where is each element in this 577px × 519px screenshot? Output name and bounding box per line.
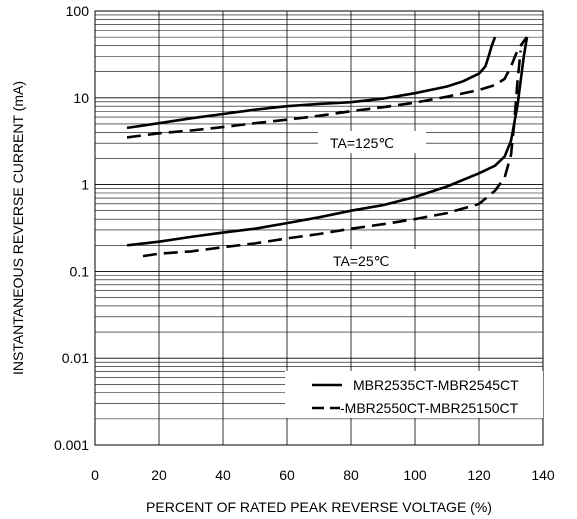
curves xyxy=(126,36,529,258)
x-tick-label: 120 xyxy=(467,467,491,483)
annotations: TA=125℃ TA=25℃ xyxy=(318,131,426,271)
x-axis-label: PERCENT OF RATED PEAK REVERSE VOLTAGE (%… xyxy=(146,499,492,515)
series-ta125-dashed xyxy=(126,36,529,139)
annotation-ta125: TA=125℃ xyxy=(330,135,394,151)
x-tick-label: 100 xyxy=(403,467,427,483)
y-tick-labels: 0.001 0.01 0.1 1 10 100 xyxy=(54,3,89,453)
x-tick-label: 60 xyxy=(279,467,295,483)
x-tick-label: 20 xyxy=(151,467,167,483)
y-tick-label: 100 xyxy=(66,3,90,19)
plot-border xyxy=(94,10,544,446)
y-tick-label: 10 xyxy=(73,90,89,106)
annotation-box-25 xyxy=(318,249,418,271)
x-tick-labels: 0 20 40 60 80 100 120 140 xyxy=(91,467,555,483)
y-tick-label: 1 xyxy=(81,177,89,193)
y-tick-label: 0.001 xyxy=(54,437,89,453)
series-ta125-solid xyxy=(126,36,497,130)
series-ta25-dashed xyxy=(142,50,522,258)
annotation-box-125 xyxy=(318,131,426,153)
annotation-ta25: TA=25℃ xyxy=(333,253,389,269)
legend-label-dashed: -MBR2550CT-MBR25150CT xyxy=(340,400,519,416)
legend-label-solid: MBR2535CT-MBR2545CT xyxy=(353,377,519,393)
y-tick-label: 0.1 xyxy=(70,263,90,279)
x-tick-label: 40 xyxy=(215,467,231,483)
x-tick-label: 0 xyxy=(91,467,99,483)
x-tick-label: 80 xyxy=(343,467,359,483)
x-tick-label: 140 xyxy=(531,467,555,483)
y-tick-label: 0.01 xyxy=(62,350,89,366)
legend-box xyxy=(285,371,543,418)
legend: MBR2535CT-MBR2545CT -MBR2550CT-MBR25150C… xyxy=(285,371,543,418)
y-axis-label: INSTANTANEOUS REVERSE CURRENT (mA) xyxy=(10,81,26,375)
